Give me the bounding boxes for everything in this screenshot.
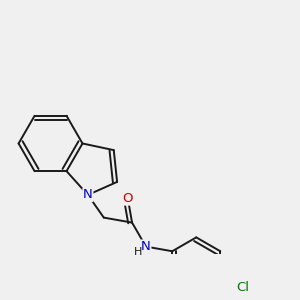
Text: H: H xyxy=(134,248,142,257)
Text: Cl: Cl xyxy=(236,281,249,294)
Text: N: N xyxy=(141,240,151,253)
Text: N: N xyxy=(83,188,93,201)
Text: O: O xyxy=(123,192,133,205)
